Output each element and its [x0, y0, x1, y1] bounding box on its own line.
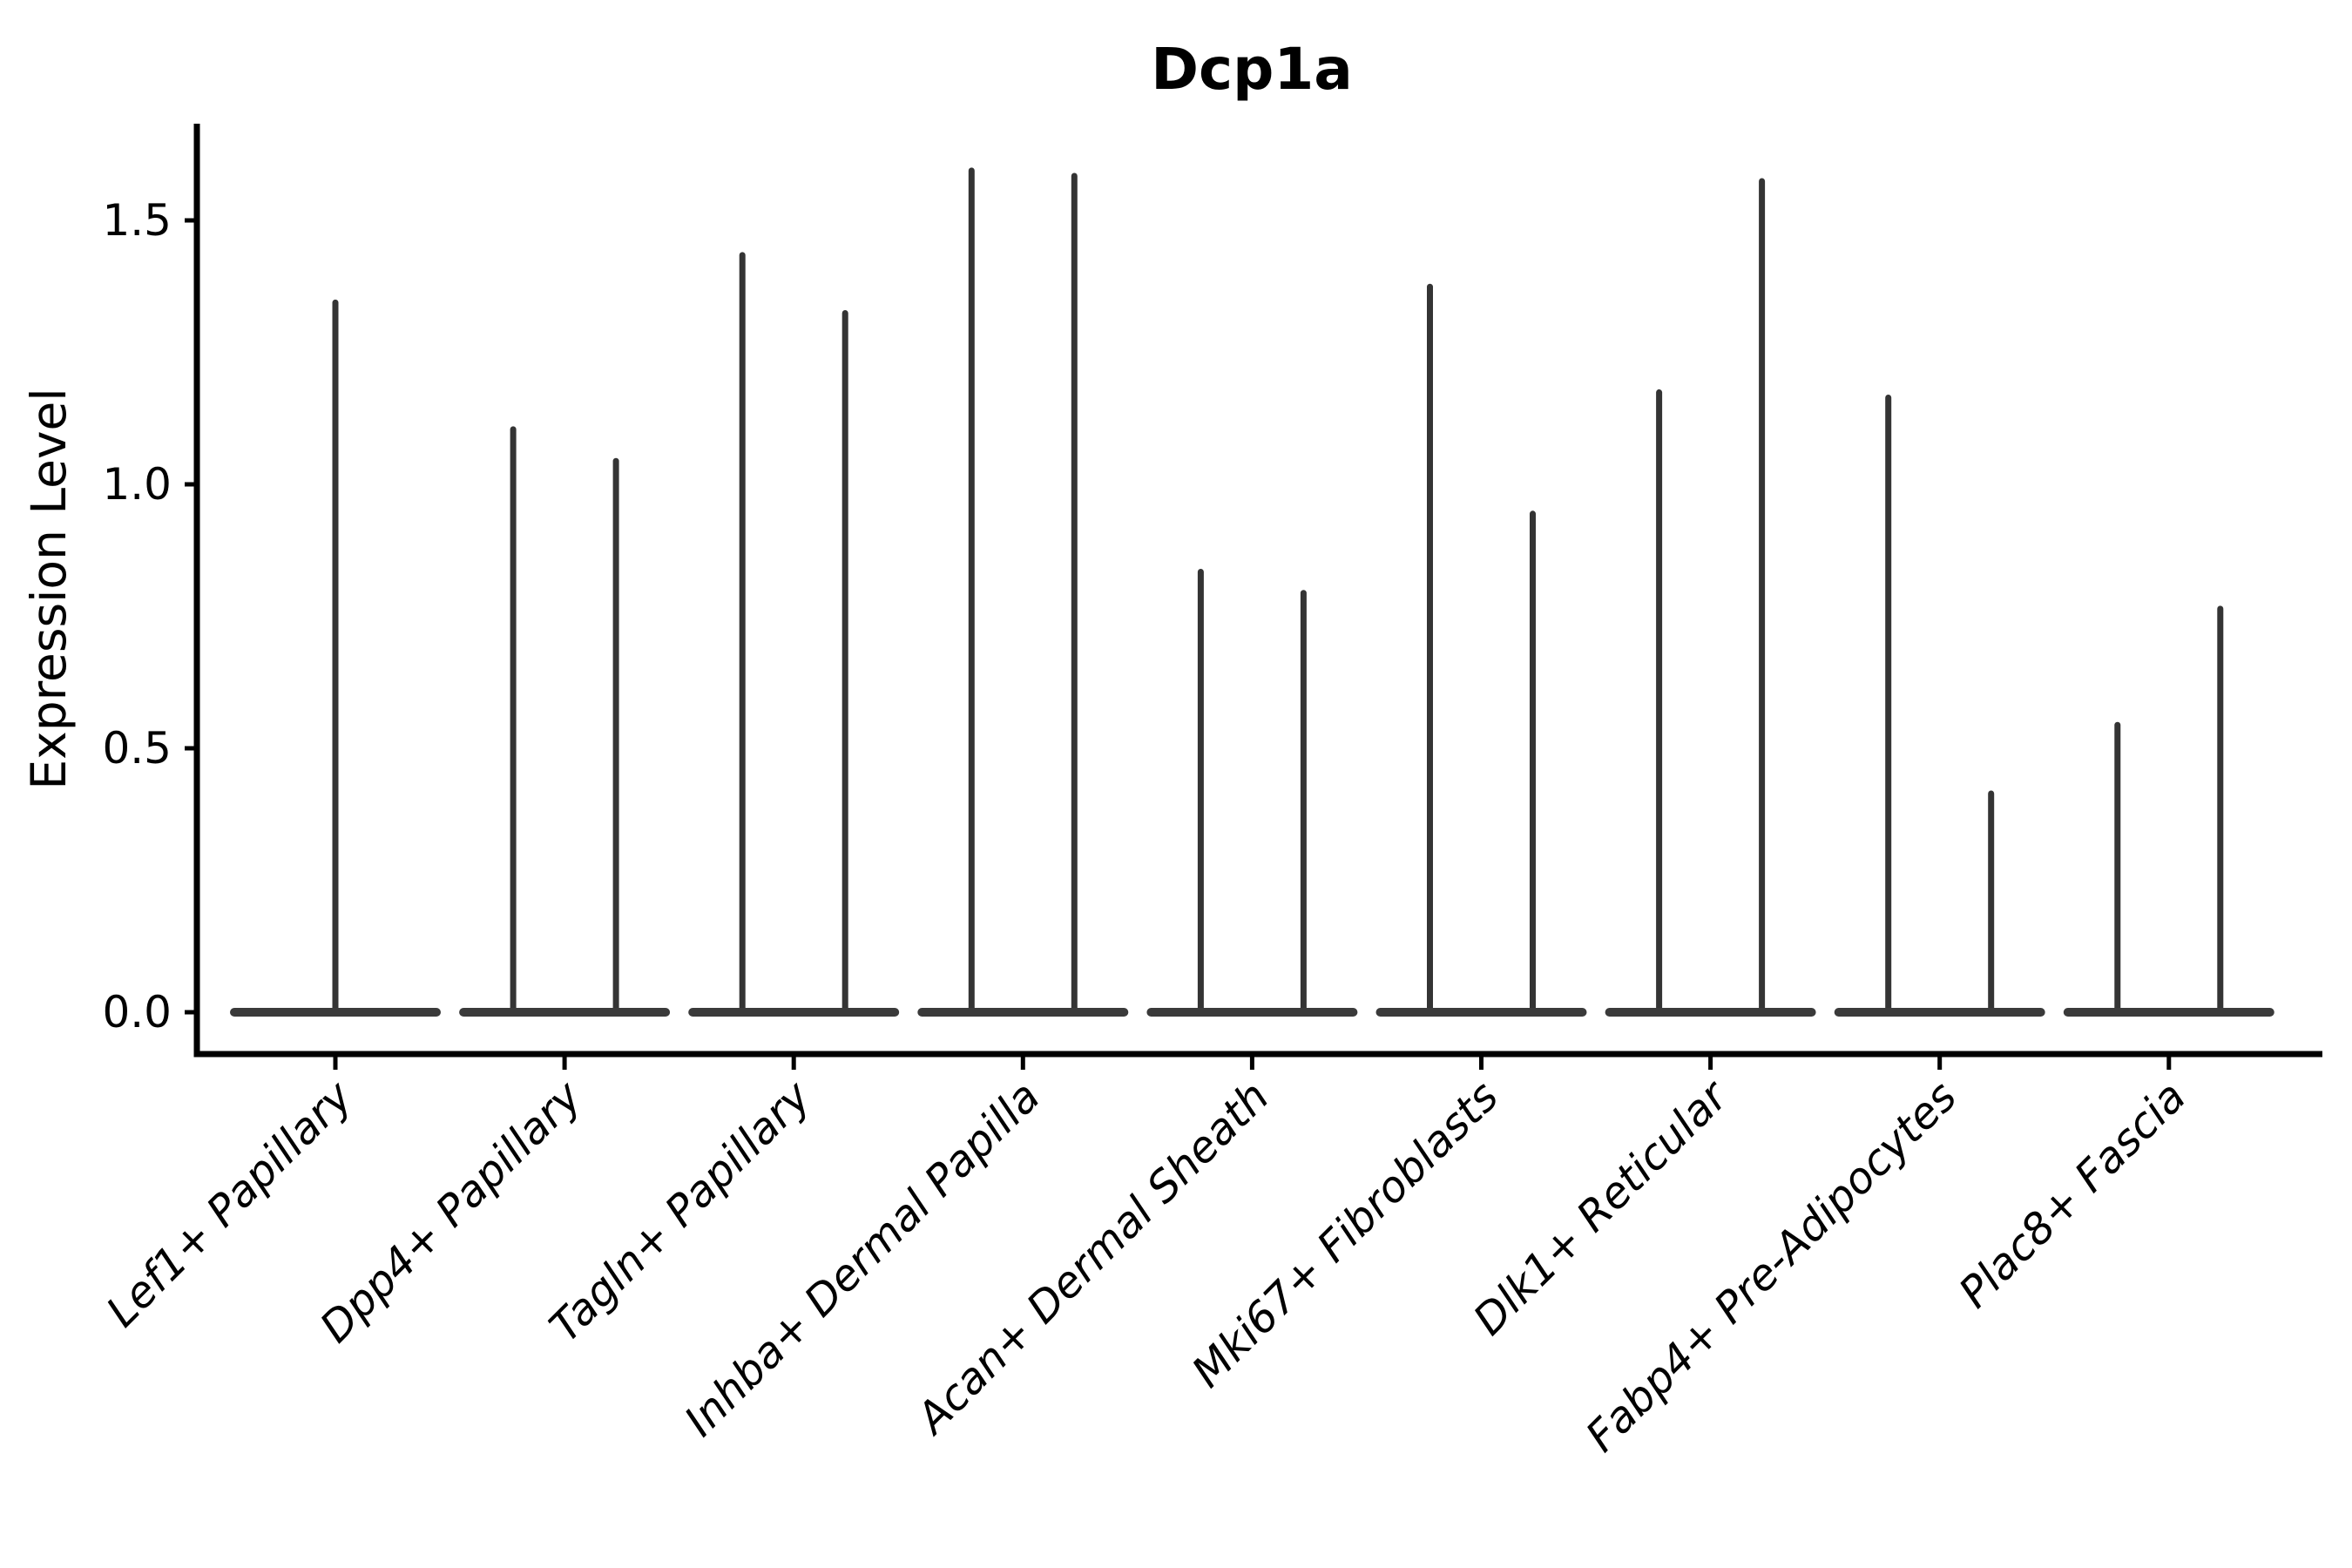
violin-zero-mass [1605, 1008, 1816, 1017]
violin [459, 426, 671, 1017]
violin [688, 252, 900, 1017]
violin [2063, 605, 2274, 1017]
violin-zero-mass [688, 1008, 900, 1017]
x-tick-label: Plac8+ Fascia [1950, 1071, 2195, 1317]
violin-zero-mass [1375, 1008, 1587, 1017]
y-tick-label: 0.0 [102, 987, 172, 1037]
violin [1375, 283, 1587, 1017]
y-tick-label: 1.5 [102, 195, 172, 246]
y-axis-label: Expression Level [21, 388, 77, 789]
chart-title: Dcp1a [1151, 36, 1353, 103]
violin-zero-mass [917, 1008, 1129, 1017]
violin-zero-mass [2063, 1008, 2274, 1017]
y-tick-label: 1.0 [102, 459, 172, 510]
violin [1146, 568, 1358, 1017]
x-ticks-group [333, 1057, 2172, 1070]
y-ticks-group: 0.0 0.5 1.0 1.5 [102, 195, 197, 1037]
violin-zero-mass [1834, 1008, 2045, 1017]
violin [1834, 394, 2045, 1017]
x-tick-label: Fabp4+ Pre-Adipocytes [1577, 1071, 1967, 1462]
x-tick-label: Lef1+ Papillary [97, 1071, 362, 1336]
violin [917, 167, 1129, 1017]
violin-zero-mass [459, 1008, 671, 1017]
violin-zero-mass [1146, 1008, 1358, 1017]
y-tick-label: 0.5 [102, 723, 172, 774]
violin [1605, 178, 1816, 1017]
violin-zero-mass [230, 1008, 441, 1017]
x-tick-label: Dlk1+ Reticular [1464, 1070, 1739, 1344]
violin-group [230, 167, 2274, 1017]
violin [230, 299, 441, 1017]
